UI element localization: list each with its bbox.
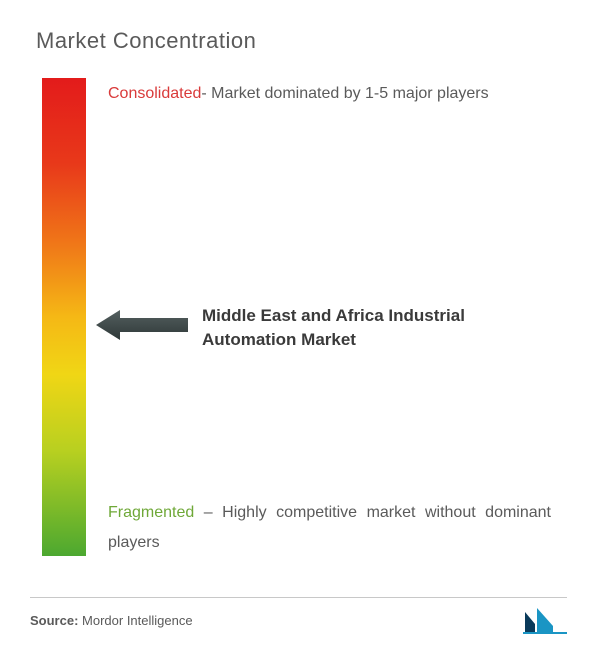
market-position-marker: Middle East and Africa Industrial Automa… (96, 304, 502, 352)
left-arrow-icon (96, 308, 188, 342)
page-title: Market Concentration (36, 28, 561, 54)
fragmented-description: Fragmented – Highly competitive market w… (108, 498, 551, 559)
source-attribution: Source: Mordor Intelligence (30, 613, 193, 628)
consolidated-description: Consolidated- Market dominated by 1-5 ma… (108, 82, 551, 107)
concentration-gradient-bar (42, 78, 86, 556)
footer: Source: Mordor Intelligence (30, 597, 567, 634)
mordor-logo-icon (523, 606, 567, 634)
consolidated-text: - Market dominated by 1-5 major players (201, 85, 488, 102)
source-label: Source: (30, 613, 78, 628)
market-name-label: Middle East and Africa Industrial Automa… (202, 304, 502, 352)
source-value: Mordor Intelligence (82, 613, 193, 628)
consolidated-label: Consolidated (108, 85, 201, 102)
concentration-diagram: Consolidated- Market dominated by 1-5 ma… (36, 78, 561, 568)
fragmented-label: Fragmented (108, 504, 194, 521)
